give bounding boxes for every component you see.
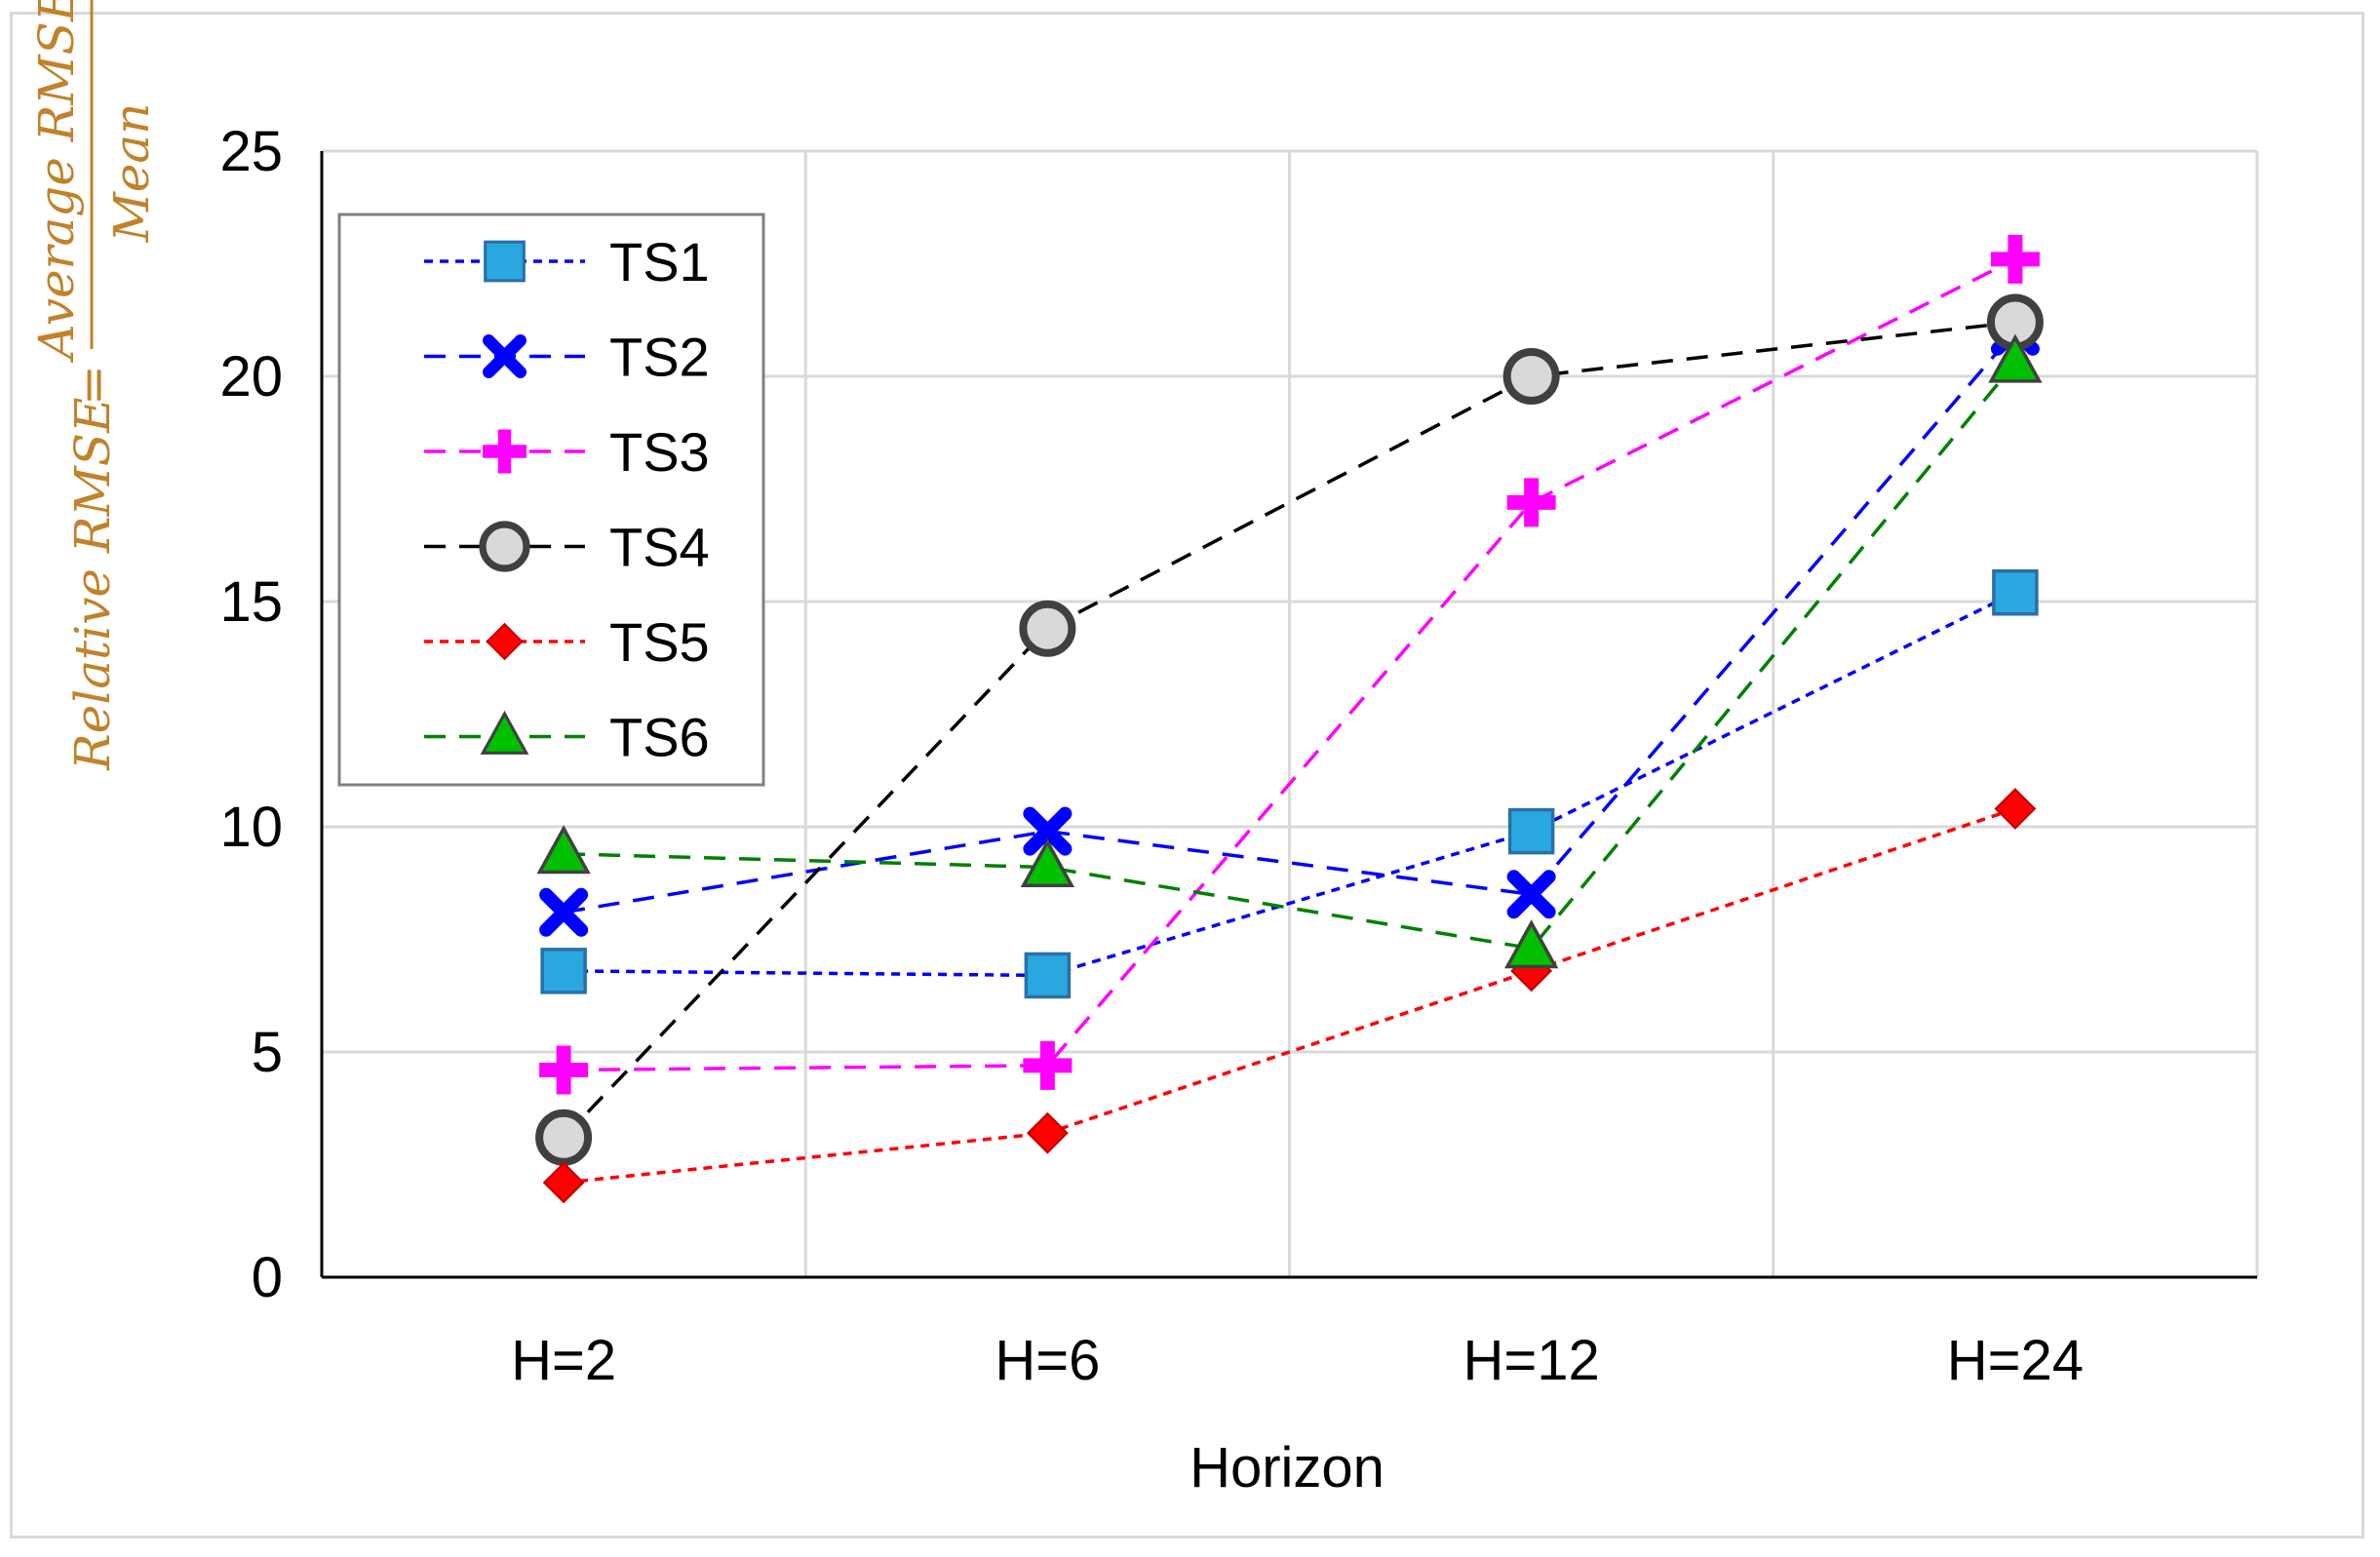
legend-swatch-marker — [479, 521, 530, 572]
marker-TS2-H=6 — [1023, 806, 1073, 856]
marker-TS6-H=12 — [1503, 919, 1559, 969]
series-lines — [562, 257, 2017, 1185]
marker-TS4-H=2 — [535, 1109, 593, 1166]
marker-TS6-H=6 — [1020, 837, 1075, 888]
legend-entry-TS1: TS1 — [424, 231, 710, 292]
legend-entry-TS2: TS2 — [424, 327, 710, 388]
marker-TS5-H=6 — [1026, 1111, 1069, 1154]
y-label-denominator: Mean — [103, 103, 160, 244]
marker-TS3-H=6 — [1023, 1040, 1073, 1090]
legend: TS1 TS2 TS3 TS4 TS5 TS6 — [337, 213, 765, 787]
legend-box — [337, 213, 765, 787]
marker-TS5-H=2 — [542, 1161, 585, 1204]
legend-entry-TS4: TS4 — [424, 517, 710, 578]
marker-TS2-H=12 — [1506, 870, 1556, 919]
legend-swatch-marker — [483, 429, 527, 474]
marker-TS6-H=2 — [536, 825, 591, 875]
series-markers — [535, 234, 2044, 1204]
marker-TS4-H=12 — [1502, 348, 1560, 405]
legend-label: TS1 — [609, 231, 710, 292]
legend-label: TS4 — [609, 517, 710, 578]
x-tick-label-H=6: H=6 — [995, 1329, 1100, 1392]
series-line-TS3 — [564, 257, 2016, 1072]
marker-TS2-H=2 — [539, 887, 589, 937]
x-tick-labels: H=2 H=6 H=12 H=24 — [511, 1329, 2084, 1392]
series-line-TS4 — [562, 320, 2016, 1139]
marker-TS1-H=2 — [540, 948, 587, 994]
marker-TS1-H=24 — [1992, 569, 2039, 616]
x-tick-label-H=2: H=2 — [511, 1329, 616, 1392]
marker-TS4-H=6 — [1019, 600, 1076, 657]
y-axis-label: Relative RMSE = Average RMSE Mean % — [28, 0, 160, 771]
marker-TS1-H=12 — [1507, 807, 1555, 855]
series-line-TS6 — [564, 362, 2017, 951]
y-tick-label-25: 25 — [219, 120, 283, 183]
x-tick-label-H=12: H=12 — [1463, 1329, 1599, 1392]
series-line-TS1 — [564, 591, 2016, 978]
legend-label: TS3 — [609, 421, 710, 483]
legend-swatch-marker — [482, 333, 527, 379]
marker-TS6-H=24 — [1988, 333, 2043, 383]
y-tick-label-15: 15 — [219, 570, 283, 634]
legend-swatch-marker — [480, 710, 529, 755]
legend-swatch-marker — [484, 240, 526, 283]
y-label-numerator: Average RMSE — [28, 0, 85, 363]
x-axis-label: Horizon — [1190, 1436, 1385, 1499]
legend-entry-TS6: TS6 — [424, 707, 710, 768]
marker-TS3-H=12 — [1506, 478, 1556, 527]
y-tick-label-20: 20 — [219, 345, 283, 409]
y-tick-label-10: 10 — [219, 796, 283, 859]
x-tick-label-H=24: H=24 — [1947, 1329, 2084, 1392]
series-line-TS5 — [563, 806, 2016, 1185]
marker-TS5-H=24 — [1994, 788, 2037, 830]
marker-TS1-H=6 — [1024, 952, 1072, 999]
legend-label: TS5 — [609, 611, 710, 673]
legend-entry-TS3: TS3 — [424, 421, 710, 483]
y-label-lhs: Relative RMSE — [64, 398, 121, 771]
y-tick-labels: 0 5 10 15 20 25 — [219, 120, 283, 1309]
axes — [320, 151, 2257, 1279]
legend-label: TS6 — [609, 707, 710, 768]
marker-TS3-H=24 — [1990, 234, 2040, 284]
marker-TS3-H=2 — [539, 1045, 589, 1095]
legend-label: TS2 — [609, 327, 710, 388]
legend-entry-TS5: TS5 — [424, 611, 710, 673]
legend-swatch-marker — [486, 622, 524, 661]
y-tick-label-0: 0 — [252, 1246, 283, 1309]
y-label-equals: = — [64, 365, 121, 406]
series-line-TS2 — [563, 330, 2017, 915]
y-tick-label-5: 5 — [252, 1021, 283, 1084]
